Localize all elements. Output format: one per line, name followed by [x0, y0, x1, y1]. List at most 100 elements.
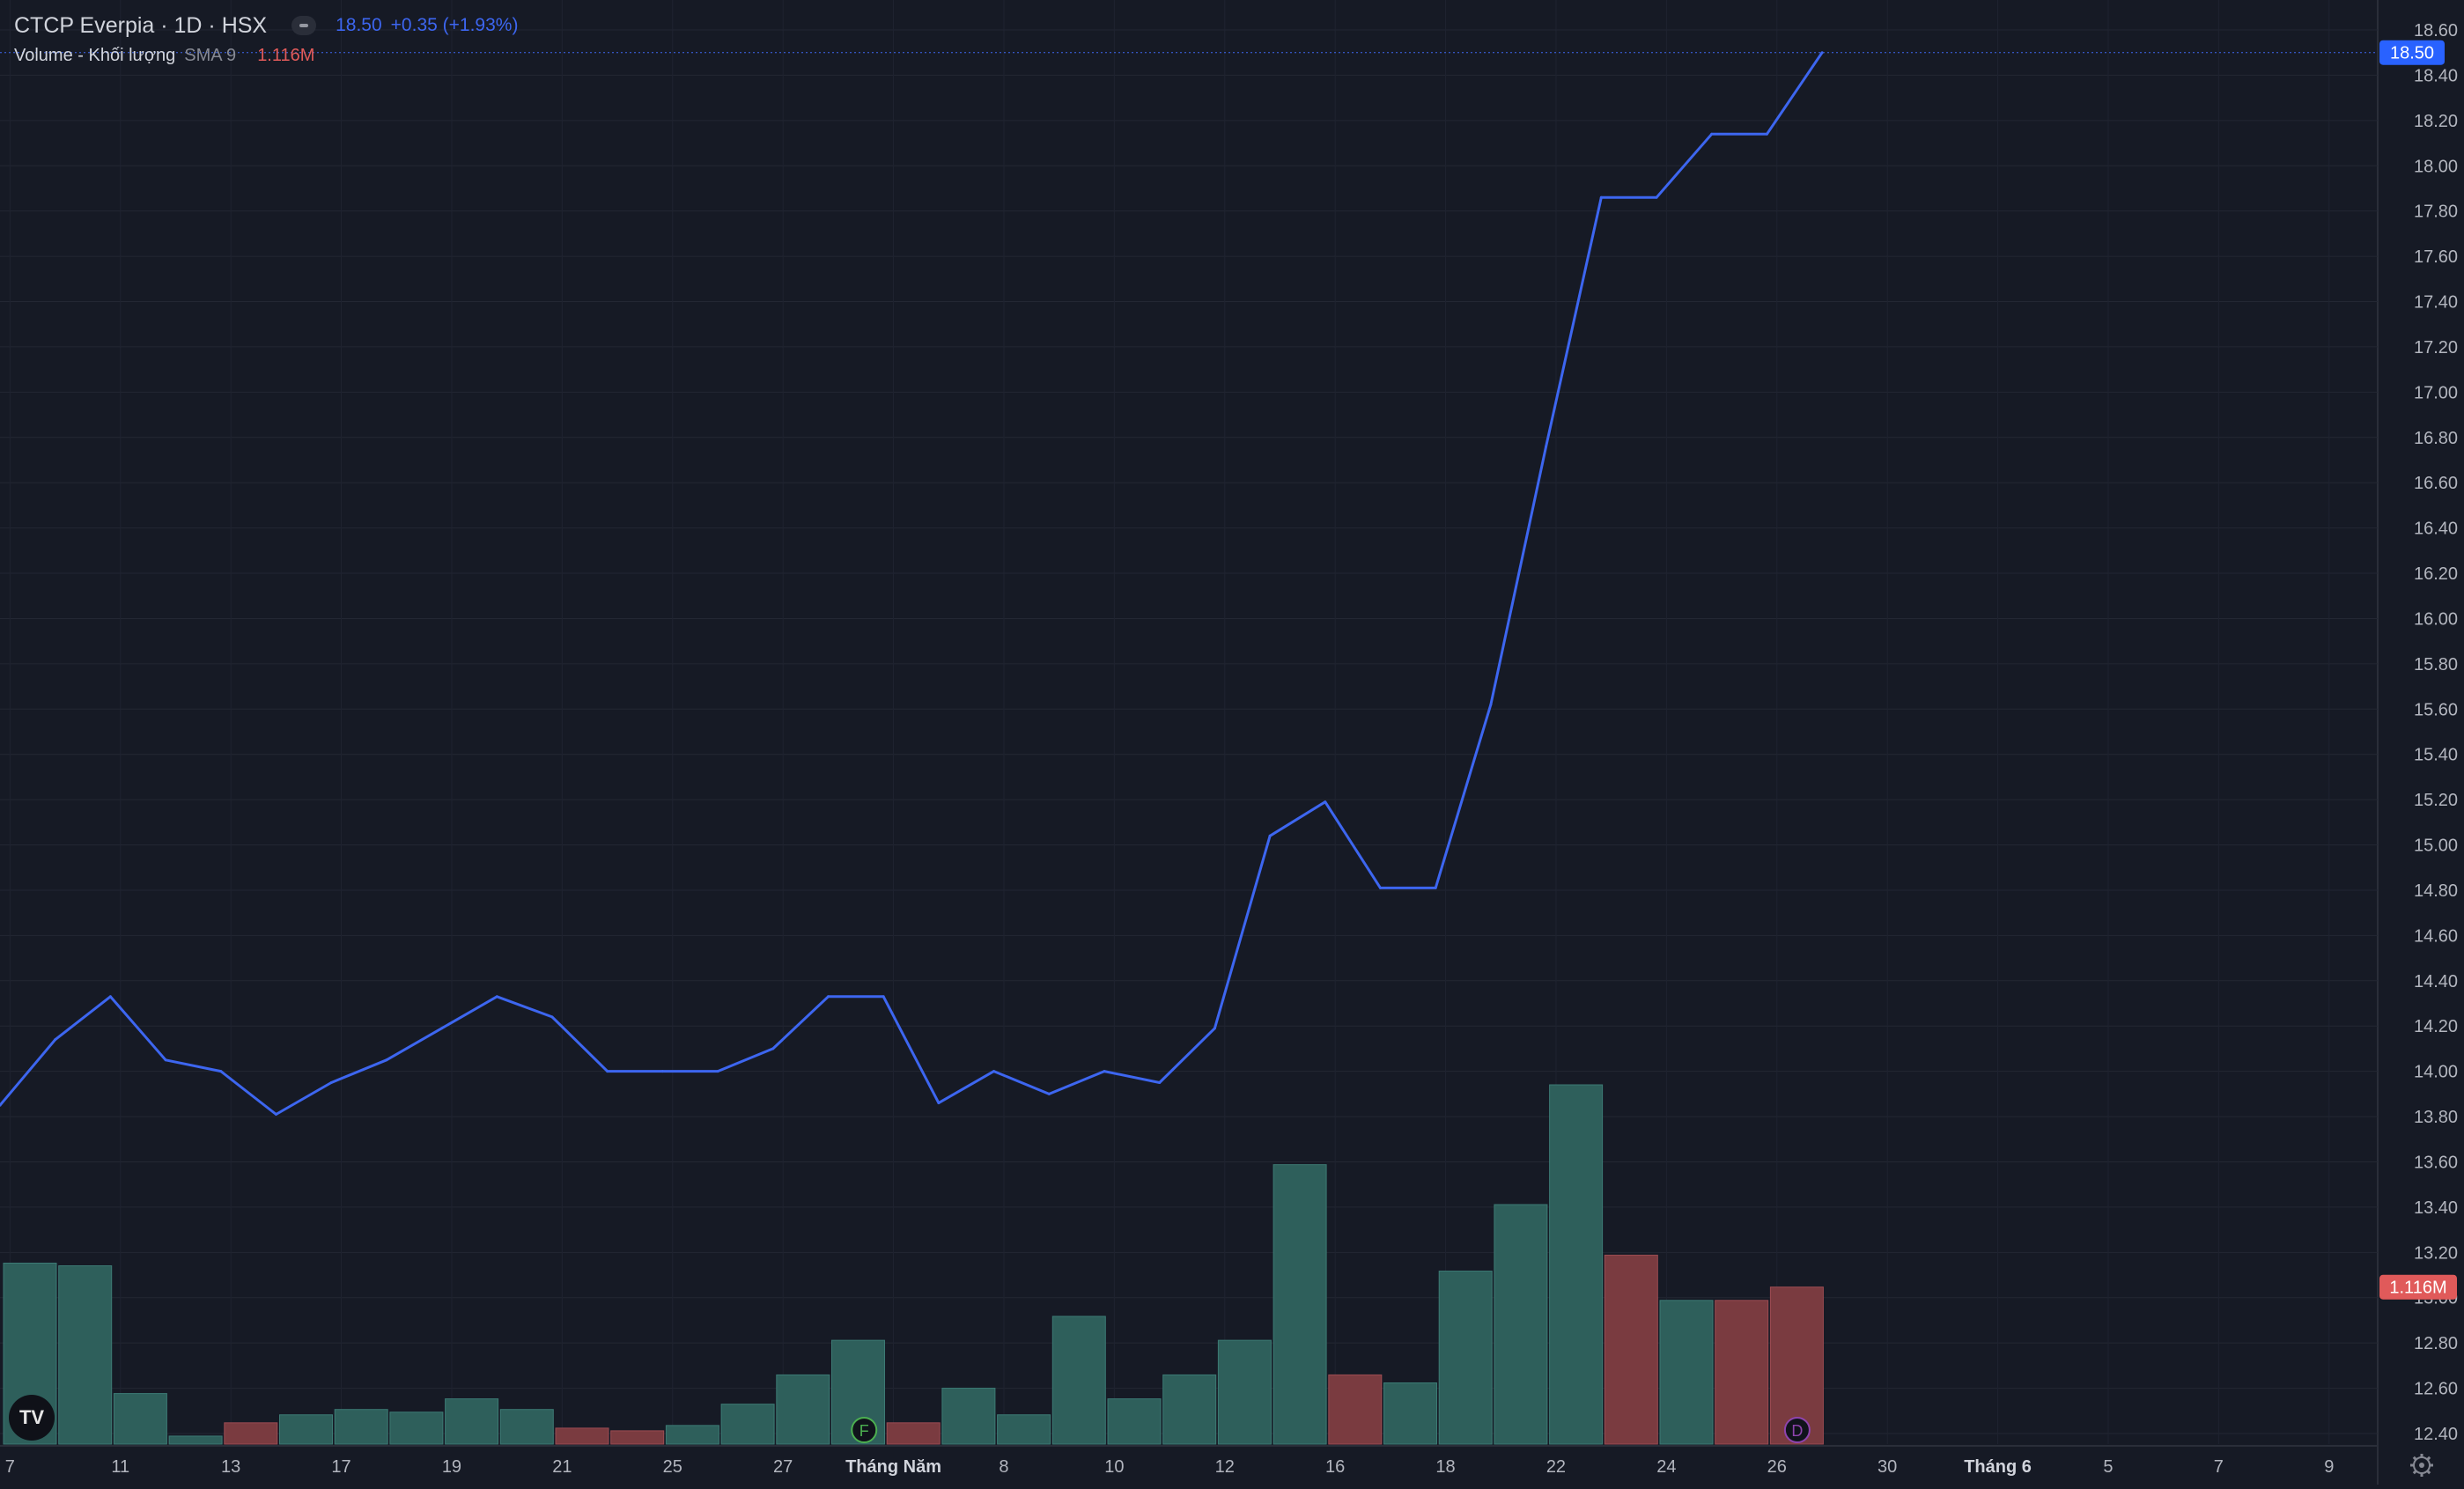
event-marker-label: F: [859, 1422, 869, 1440]
volume-bars: [3, 1084, 1824, 1445]
y-tick-label: 12.40: [2414, 1425, 2458, 1444]
x-tick-label: 25: [663, 1457, 682, 1477]
volume-bar: [1273, 1164, 1327, 1445]
price-point: [1655, 195, 1658, 199]
y-tick-label: 13.40: [2414, 1198, 2458, 1218]
y-tick-label: 14.80: [2414, 881, 2458, 901]
tradingview-logo-icon[interactable]: TV: [9, 1395, 55, 1441]
gear-icon-tooth: [2412, 1456, 2417, 1461]
x-tick-label: 11: [111, 1457, 129, 1477]
event-marker-icon[interactable]: [1783, 1417, 1811, 1443]
volume-bar: [610, 1430, 665, 1445]
volume-bar: [886, 1422, 941, 1445]
axis-badges: 18.50 1.116M: [2379, 40, 2457, 1300]
tradingview-logo-text: TV: [18, 1406, 45, 1428]
event-marker-icon[interactable]: [851, 1417, 878, 1443]
symbol-title[interactable]: CTCP Everpia · 1D · HSX: [14, 13, 268, 38]
y-tick-label: 12.80: [2414, 1334, 2458, 1353]
gear-icon-tooth: [2426, 1470, 2431, 1475]
volume-bar: [665, 1425, 719, 1445]
last-price-badge-text: 18.50: [2390, 44, 2434, 63]
price-point: [385, 1058, 388, 1062]
volume-bar: [334, 1409, 388, 1445]
y-tick-label: 16.40: [2414, 520, 2458, 539]
price-point: [495, 995, 498, 999]
last-price: 18.50: [336, 15, 382, 35]
time-axis[interactable]: 7 11 13 17 19 21 25 27 Tháng Năm 8 10 12 16 18 22 24 26 3…: [5, 1454, 2433, 1477]
price-point: [660, 1070, 664, 1073]
price-point: [275, 1112, 277, 1116]
y-tick-label: 15.80: [2414, 655, 2458, 674]
last-volume-badge-text: 1.116M: [2389, 1279, 2446, 1298]
volume-bar: [1604, 1254, 1658, 1445]
volume-bar: [1217, 1339, 1272, 1445]
price-point: [219, 1070, 223, 1073]
price-point: [550, 1015, 554, 1019]
volume-bar: [941, 1388, 996, 1445]
price-point: [329, 1081, 333, 1084]
volume-bar: [1715, 1300, 1769, 1445]
price-point: [54, 1038, 57, 1042]
y-tick-label: 16.80: [2414, 429, 2458, 448]
volume-bar: [1162, 1374, 1217, 1445]
price-axis[interactable]: 18.60 18.40 18.20 18.00 17.80 17.60 17.40 17.20…: [2414, 21, 2458, 1444]
volume-bar: [1107, 1398, 1162, 1445]
y-tick-label: 13.60: [2414, 1153, 2458, 1172]
x-tick-label: 8: [999, 1457, 1008, 1477]
y-tick-label: 15.60: [2414, 700, 2458, 719]
y-tick-label: 17.80: [2414, 203, 2458, 222]
price-line-group: [0, 51, 2378, 1116]
last-volume-badge: [2379, 1274, 2457, 1300]
price-point: [1103, 1070, 1106, 1073]
price-point: [882, 995, 885, 999]
y-tick-label: 12.60: [2414, 1380, 2458, 1399]
gear-icon-tooth: [2412, 1470, 2417, 1475]
x-tick-label: 13: [221, 1457, 240, 1477]
x-tick-label: 27: [773, 1457, 793, 1477]
y-tick-label: 13.20: [2414, 1243, 2458, 1263]
x-tick-label: 10: [1104, 1457, 1124, 1477]
y-tick-label: 17.20: [2414, 338, 2458, 358]
price-point: [1158, 1081, 1162, 1084]
y-tick-label: 16.20: [2414, 564, 2458, 584]
hide-icon[interactable]: [291, 16, 317, 35]
volume-bar: [1383, 1382, 1437, 1445]
price-point: [1820, 51, 1824, 55]
y-tick-label: 13.80: [2414, 1108, 2458, 1127]
x-tick-label: 24: [1656, 1457, 1676, 1477]
volume-label[interactable]: Volume - Khối lượng: [14, 46, 176, 65]
volume-legend-row[interactable]: Volume - Khối lượng SMA 9 1.116M: [14, 41, 518, 70]
y-tick-label: 15.00: [2414, 837, 2458, 856]
volume-bar: [1328, 1374, 1383, 1445]
volume-value: 1.116M: [257, 46, 315, 65]
y-tick-label: 14.00: [2414, 1063, 2458, 1082]
gear-icon-center: [2419, 1463, 2424, 1468]
y-tick-label: 17.00: [2414, 383, 2458, 402]
y-tick-label: 17.40: [2414, 293, 2458, 313]
volume-bar: [113, 1393, 167, 1445]
gear-icon[interactable]: [2410, 1454, 2433, 1477]
volume-bar: [168, 1435, 223, 1445]
y-tick-label: 17.60: [2414, 247, 2458, 267]
price-point: [440, 1027, 444, 1030]
y-tick-label: 16.60: [2414, 474, 2458, 493]
volume-bar: [1549, 1084, 1604, 1445]
price-line: [0, 51, 1824, 1116]
grid-lines: [0, 0, 2379, 1485]
x-tick-label: 30: [1878, 1457, 1897, 1477]
symbol-legend-row[interactable]: CTCP Everpia · 1D · HSX 18.50 +0.35 (+1.…: [14, 11, 518, 41]
x-tick-label: 17: [331, 1457, 350, 1477]
price-point: [1213, 1027, 1216, 1030]
x-tick-label: 7: [5, 1457, 15, 1477]
volume-bar: [997, 1414, 1051, 1445]
price-point: [164, 1058, 167, 1062]
x-tick-label: 21: [552, 1457, 572, 1477]
y-tick-label: 18.00: [2414, 157, 2458, 176]
price-point: [992, 1070, 996, 1073]
volume-bar: [224, 1422, 278, 1445]
y-tick-label: 14.20: [2414, 1017, 2458, 1036]
x-tick-label: 16: [1325, 1457, 1345, 1477]
